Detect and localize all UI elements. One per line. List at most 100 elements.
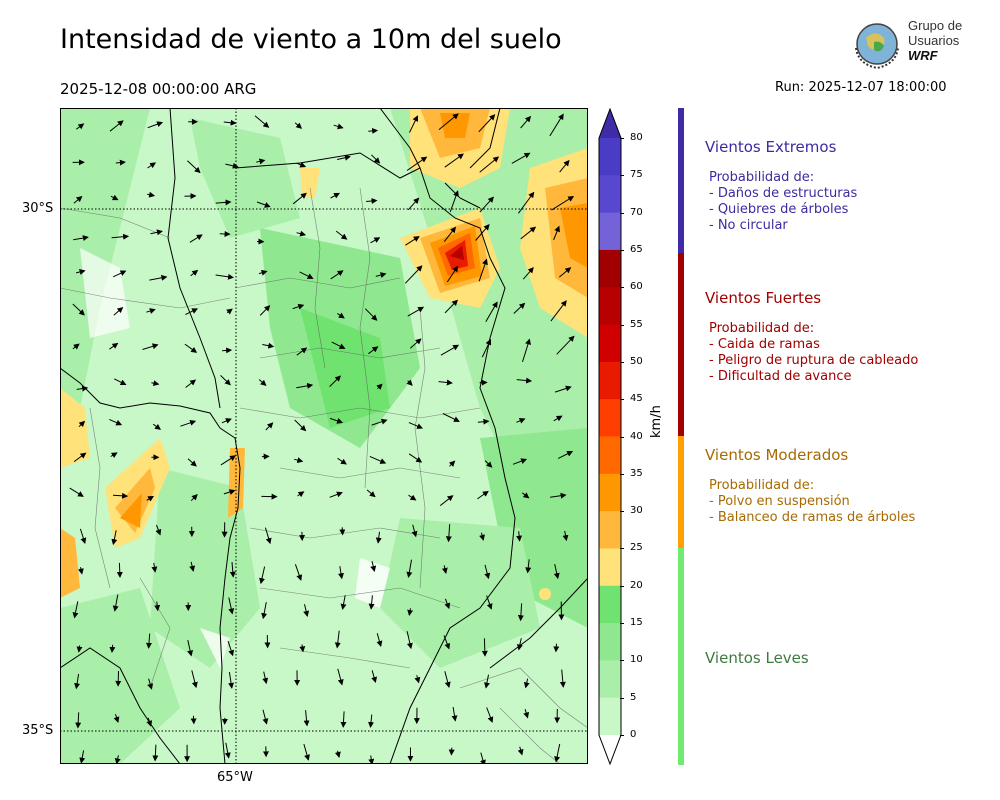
wind-vector [299, 271, 314, 279]
wind-vector [262, 709, 269, 725]
wind-vector [296, 347, 308, 356]
wind-vector [479, 156, 500, 173]
wind-vector [440, 344, 460, 356]
wind-vector [478, 114, 496, 133]
wind-vector [73, 452, 87, 463]
wind-vector [330, 192, 340, 199]
wind-vector [340, 595, 347, 610]
wind-vector [479, 196, 494, 213]
wind-vector [522, 267, 534, 280]
colorbar-tick-label: 75 [620, 169, 643, 181]
wind-vector [147, 191, 156, 198]
wind-vector [366, 489, 376, 498]
wind-vector [445, 524, 452, 543]
colorbar-segment [599, 324, 621, 363]
wind-vector [477, 418, 490, 425]
wind-vector [150, 229, 163, 236]
wind-vector [111, 530, 118, 546]
wind-vector [368, 595, 375, 610]
wind-vector [554, 385, 572, 393]
wind-vector [223, 489, 236, 495]
wind-vector [264, 527, 272, 545]
light-band [678, 548, 684, 765]
wind-vector [297, 491, 305, 498]
colorbar-tick-label: 35 [620, 468, 643, 480]
wind-vector [442, 413, 460, 422]
wind-vector [109, 644, 116, 653]
category-extreme-desc: Probabilidad de: - Daños de estructuras … [705, 170, 857, 234]
wind-vector [486, 707, 494, 723]
colorbar-tick-label: 40 [620, 431, 643, 443]
wind-vector [145, 633, 152, 649]
wind-vector [151, 380, 160, 387]
wind-vector [294, 564, 303, 581]
category-moderate-desc: Probabilidad de: - Polvo en suspensión -… [705, 478, 915, 526]
wind-vector [516, 638, 523, 651]
wind-vector [259, 305, 271, 316]
colorbar-segment [599, 436, 621, 475]
wind-vector [79, 750, 86, 764]
wind-vector [517, 191, 535, 214]
wind-vector [184, 343, 198, 353]
category-light-title: Vientos Leves [705, 649, 809, 667]
colorbar-segment [599, 660, 621, 699]
wind-vector [187, 639, 194, 657]
wind-vector [438, 113, 459, 130]
wind-vector [334, 750, 341, 758]
wind-vector [523, 678, 530, 689]
wind-vector [408, 494, 417, 501]
wind-vector [142, 343, 159, 350]
wind-vector [215, 273, 234, 280]
wind-vector [221, 418, 232, 424]
wind-vector [228, 672, 235, 689]
wind-vector [294, 419, 307, 432]
wind-vector [516, 377, 533, 384]
wind-vector [406, 559, 413, 578]
colorbar-tick-label: 65 [620, 244, 643, 256]
wind-vector [262, 342, 275, 349]
category-extreme: Vientos Extremos Probabilidad de: - Daño… [705, 138, 857, 234]
wind-vector [147, 678, 154, 690]
wind-vector [451, 707, 458, 722]
wind-vector [364, 308, 378, 321]
wind-vector [190, 269, 199, 277]
wind-vector [294, 457, 304, 464]
category-extreme-item: - Daños de estructuras [709, 186, 858, 201]
colorbar-segment [599, 175, 621, 214]
wind-vector [484, 564, 491, 580]
wind-vector [558, 267, 572, 278]
wind-vector [109, 418, 123, 426]
wind-vector [112, 594, 119, 612]
wind-vector [557, 451, 574, 459]
wind-vector [222, 347, 233, 354]
wind-vector [406, 631, 413, 650]
colorbar-segment [599, 623, 621, 661]
wind-vector [110, 452, 118, 459]
category-strong-item: - Caida de ramas [709, 337, 820, 352]
category-strong-header: Probabilidad de: [709, 321, 815, 336]
wind-vector [516, 531, 523, 542]
wind-vector [180, 419, 197, 427]
wind-vector [303, 710, 310, 727]
wind-vector [516, 418, 526, 424]
category-strong-item: - Dificultad de avance [709, 369, 852, 384]
wind-vector [296, 230, 307, 237]
colorbar-segment [599, 585, 621, 624]
wind-vector [335, 230, 348, 240]
wind-vector [109, 120, 124, 132]
wind-vector [116, 562, 123, 578]
wind-vector [151, 562, 158, 573]
colorbar [598, 108, 622, 765]
logo-line3: WRF [908, 48, 938, 63]
wind-vector [337, 312, 345, 319]
wind-vector [258, 269, 268, 276]
wind-vector [371, 670, 377, 684]
wind-vector [444, 598, 451, 610]
category-extreme-title: Vientos Extremos [705, 138, 837, 156]
lat-label-30s: 30°S [22, 201, 54, 216]
wind-vector [522, 338, 531, 363]
wind-vector [191, 670, 198, 689]
wind-vector [376, 633, 383, 647]
wind-vector [154, 601, 161, 612]
colorbar-tick-label: 80 [620, 132, 643, 144]
